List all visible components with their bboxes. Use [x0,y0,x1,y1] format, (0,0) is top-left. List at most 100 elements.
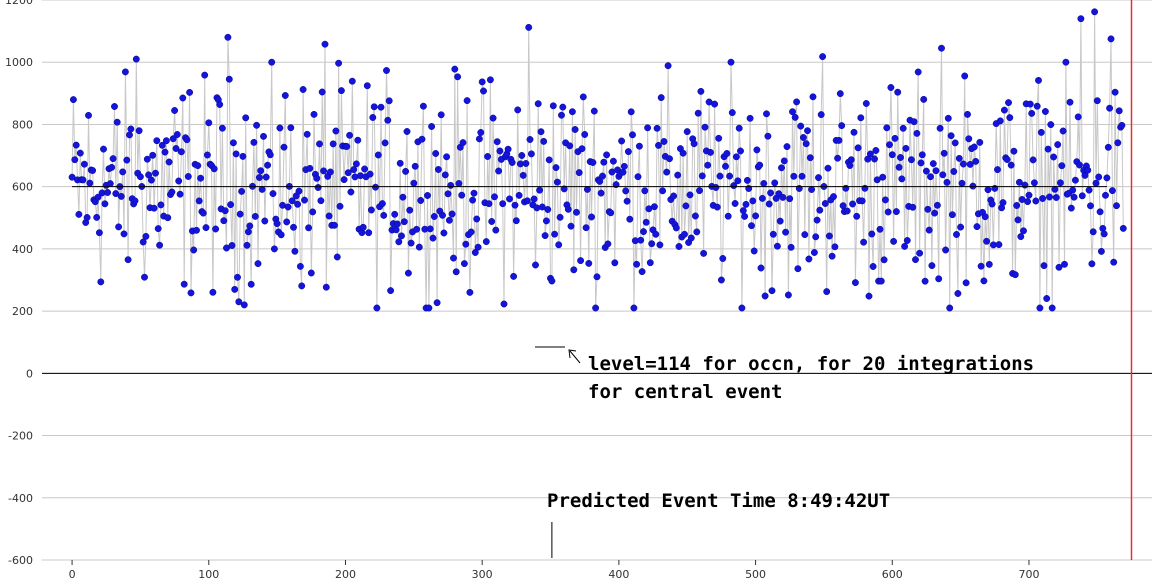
y-tick-label: 800 [12,118,33,131]
data-point [739,207,747,215]
data-point [1069,186,1077,194]
data-point [508,159,516,166]
data-point [879,173,887,181]
data-point [486,76,494,84]
data-point [940,149,948,157]
data-point [568,108,576,116]
data-point [914,68,922,76]
data-point [1035,76,1042,84]
data-point [361,165,369,173]
data-point [909,203,917,211]
data-point [216,101,224,108]
data-point [742,200,750,208]
data-point [337,87,345,95]
data-point [928,262,936,270]
data-point [650,203,658,211]
data-point [876,225,884,233]
data-point [716,172,724,180]
data-point [316,140,323,148]
data-point [603,151,611,159]
data-point [824,164,832,172]
data-point [325,212,333,220]
data-point [510,272,518,280]
data-point [722,162,729,170]
data-point [599,172,606,180]
data-point [846,162,854,169]
data-point [936,124,944,132]
data-point [526,136,534,143]
data-point [100,145,107,153]
y-tick-label: 400 [12,243,33,256]
data-point [918,151,926,159]
data-point [165,158,173,166]
data-point [227,201,235,209]
data-point [648,240,656,248]
data-point [392,226,400,234]
data-point [793,98,801,106]
data-point [994,166,1001,174]
data-point [1108,187,1116,195]
data-point [623,197,631,205]
data-point [301,196,308,204]
data-point [173,131,181,138]
data-point [842,184,850,192]
data-point [868,230,876,238]
data-point [194,162,202,170]
data-point [310,110,318,118]
data-point [247,280,255,288]
data-point [1055,263,1063,271]
data-point [771,179,779,187]
data-point [500,300,508,308]
data-point [823,288,831,296]
data-point [698,172,706,180]
data-point [344,169,352,177]
data-point [425,304,433,312]
data-point [136,173,144,181]
data-point [426,225,434,233]
data-point [1091,8,1099,16]
data-point [573,208,580,216]
data-point [1029,156,1037,164]
data-point [135,127,143,135]
data-point [329,140,337,148]
data-point [320,167,328,175]
data-point [611,259,619,267]
data-point [97,278,105,286]
data-point [959,160,967,168]
data-point [277,231,285,239]
data-point [902,144,910,152]
data-point [804,127,811,135]
data-point [690,140,698,148]
data-point [641,187,649,195]
data-point [735,124,743,132]
data-point [964,110,971,118]
data-point [888,151,896,159]
data-point [853,212,861,220]
data-point [789,108,796,116]
data-point [433,299,441,307]
data-point [1103,174,1111,182]
data-point [743,176,751,184]
data-point [976,138,984,146]
data-point [738,304,746,312]
data-point [273,220,281,228]
data-point [158,141,166,149]
data-point [920,95,928,103]
data-point [383,67,390,74]
data-point [469,196,477,204]
data-point [1013,202,1021,209]
data-point [763,110,770,118]
data-point [1113,202,1120,210]
data-point [478,78,486,86]
data-point [691,212,699,220]
data-point [317,197,325,205]
data-point [462,240,470,248]
data-point [898,175,906,183]
data-point [184,173,192,180]
data-point [984,186,992,194]
data-point [748,222,755,230]
data-point [922,167,930,175]
data-point [202,224,210,232]
data-point [925,226,933,234]
data-point [450,254,457,262]
